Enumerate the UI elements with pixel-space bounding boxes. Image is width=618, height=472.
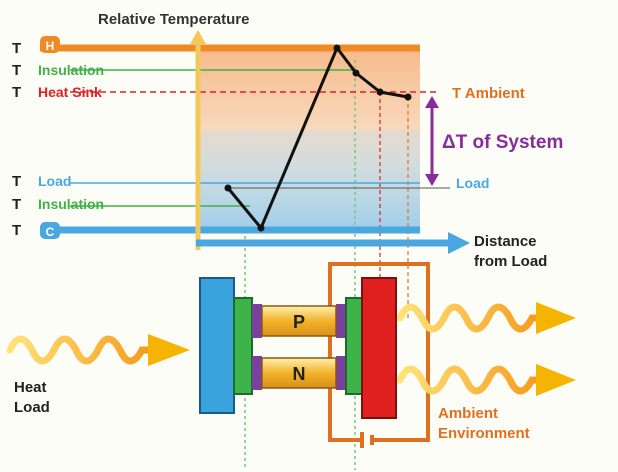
insulation-right: [345, 297, 363, 395]
insulation-left: [233, 297, 253, 395]
cold-plate: [199, 277, 235, 414]
conductor-p-right: [336, 304, 346, 338]
profile-point: [404, 93, 412, 101]
heat-out-arrow-top: [536, 302, 576, 334]
t-cold-sub: C: [46, 225, 55, 239]
t-insulation-top-prefix: T: [12, 62, 21, 79]
ambient-line2: Environment: [438, 425, 530, 442]
x-axis-arrow: [448, 232, 470, 254]
n-pellet: [261, 357, 337, 389]
t-load-prefix: T: [12, 173, 21, 190]
profile-point: [352, 69, 360, 77]
temperature-profile-line: [226, 45, 409, 231]
t-hot-sub: H: [46, 39, 55, 53]
t-insulation-bottom-label: Insulation: [38, 196, 104, 212]
heat-in-arrow: [148, 334, 190, 366]
y-axis-arrow: [190, 30, 206, 44]
t-insulation-bottom-prefix: T: [12, 196, 21, 213]
heat-in-wave: [6, 335, 154, 365]
conductor-n-left: [252, 356, 262, 390]
t-insulation-top-label: Insulation: [38, 62, 104, 78]
load-right-label: Load: [456, 175, 489, 191]
t-load-label: Load: [38, 173, 71, 189]
heat-out-arrow-bottom: [536, 364, 576, 396]
ambient-line1: Ambient: [438, 405, 498, 422]
chart-title: Relative Temperature: [98, 11, 249, 28]
conductor-n-right: [336, 356, 346, 390]
p-label: P: [293, 312, 305, 332]
delta-t-arrow-up: [425, 96, 439, 108]
t-cold-prefix: T: [12, 222, 21, 239]
t-cold-badge: [40, 222, 60, 239]
profile-point: [333, 44, 341, 52]
delta-t-arrow-down: [425, 174, 439, 186]
heat-out-wave-top: [396, 303, 544, 333]
p-pellet: [261, 305, 337, 337]
t-ambient-label: T Ambient: [452, 85, 525, 102]
distance-label-line2: from Load: [474, 253, 547, 270]
n-label: N: [293, 364, 306, 384]
profile-point: [257, 224, 265, 232]
delta-t-system-label: ΔT of System: [442, 132, 563, 153]
heat-load-line1: Heat: [14, 379, 47, 396]
t-hot-badge: [40, 36, 60, 53]
heat-sink: [361, 277, 397, 419]
cold-region: [196, 130, 420, 230]
distance-label-line1: Distance: [474, 233, 537, 250]
ambient-frame: [328, 262, 430, 442]
t-heat-sink-label: Heat Sink: [38, 84, 102, 100]
heat-load-line2: Load: [14, 399, 50, 416]
t-heat-sink-prefix: T: [12, 84, 21, 101]
heat-out-wave-bottom: [396, 365, 544, 395]
profile-point: [376, 88, 384, 96]
profile-point: [224, 184, 232, 192]
t-hot-prefix: T: [12, 40, 21, 57]
battery-gap: [363, 432, 371, 448]
conductor-p-left: [252, 304, 262, 338]
